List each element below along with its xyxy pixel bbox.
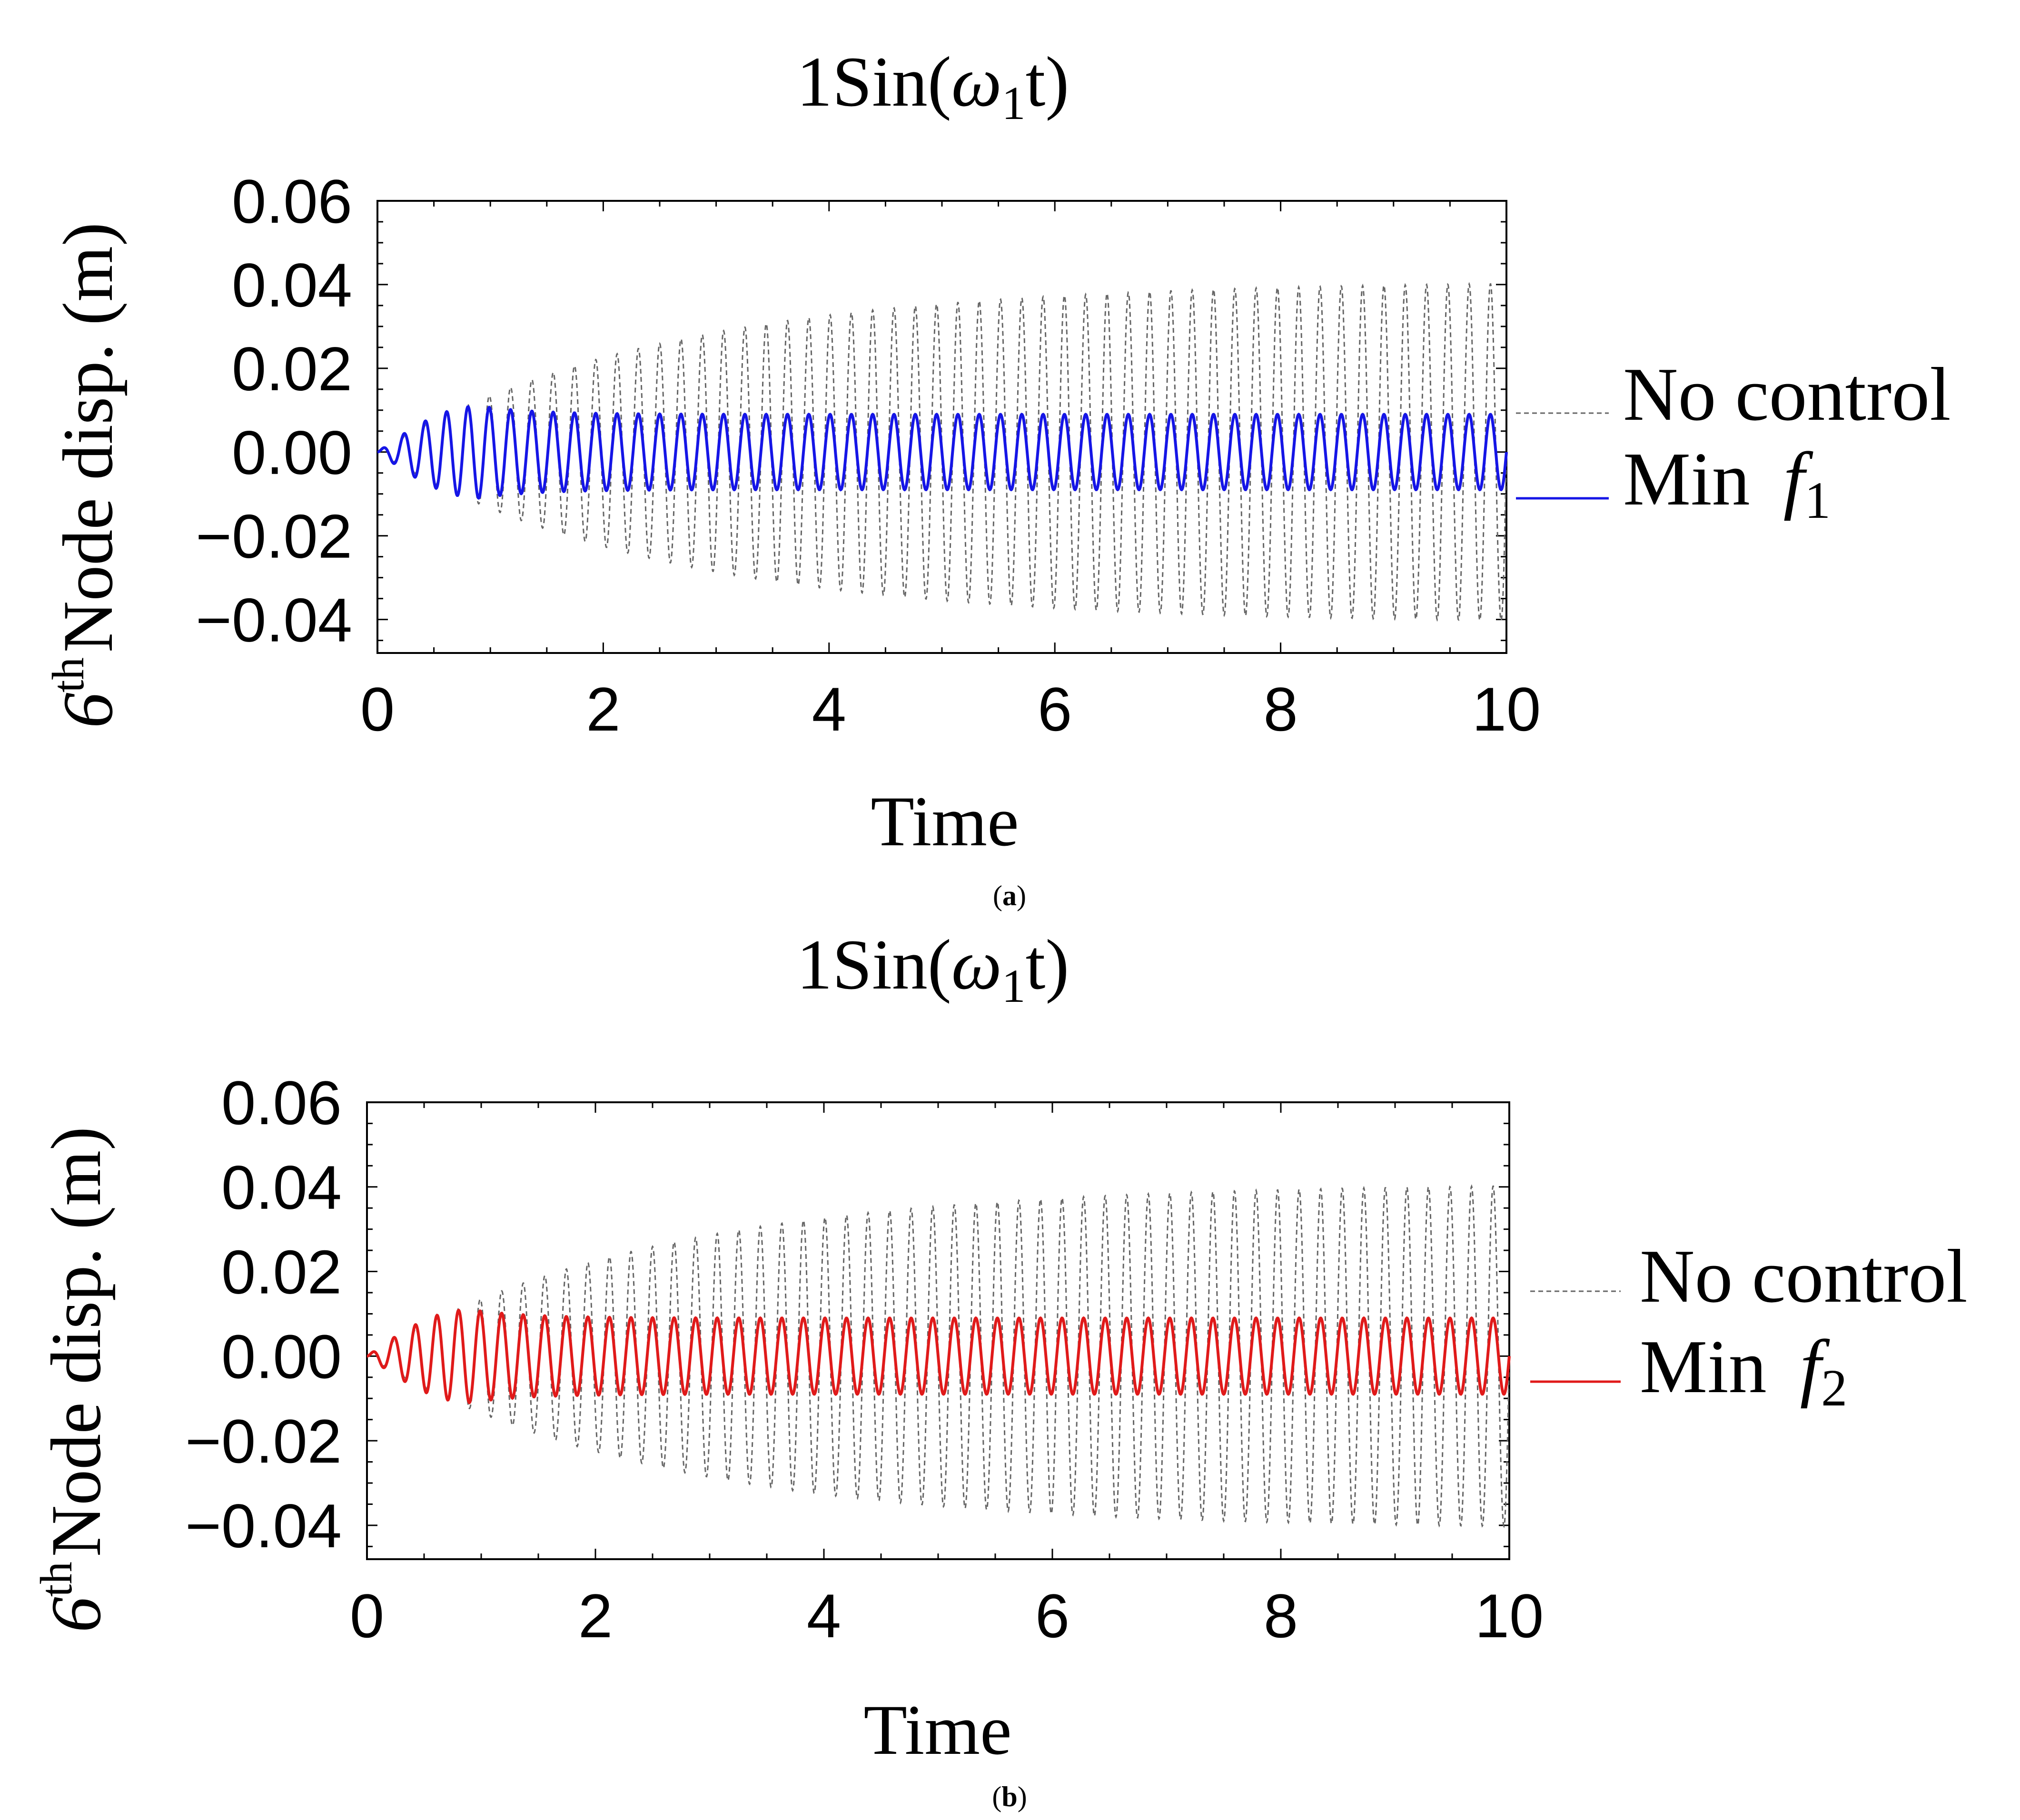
panel-caption-b: (b): [992, 1781, 1027, 1812]
x-tick-label: 4: [807, 1581, 841, 1651]
series-min-f2-b: [367, 1308, 1511, 1405]
x-tick-label: 10: [1472, 674, 1541, 744]
panel-a: 1Sin(ω1t) 0.06 0.04 0.02 0.00 −0.02 −0.04 0 2 4…: [43, 42, 1951, 911]
x-tick-labels-a: 0 2 4 6 8 10: [360, 674, 1541, 744]
y-tick-label: −0.04: [196, 585, 352, 655]
legend-a: No control Min f1: [1516, 352, 1951, 529]
x-axis-label-a: Time: [871, 782, 1019, 861]
x-tick-label: 2: [578, 1581, 613, 1651]
x-tick-label: 10: [1475, 1581, 1544, 1651]
x-tick-label: 6: [1038, 674, 1072, 744]
x-tick-label: 0: [360, 674, 395, 744]
x-axis-label-b: Time: [863, 1691, 1011, 1770]
series-min-f1-a: [377, 405, 1508, 500]
x-tick-label: 4: [812, 674, 846, 744]
y-tick-label: −0.04: [185, 1491, 342, 1561]
legend-label-min-f1-a: Min f1: [1623, 436, 1831, 529]
y-axis-label-a: 6thNode disp. (m): [43, 222, 128, 728]
y-tick-label: 0.00: [232, 418, 352, 487]
x-tick-label: 0: [350, 1581, 384, 1651]
y-tick-label: 0.02: [232, 334, 352, 404]
legend-label-min-f2-b: Min f2: [1640, 1324, 1847, 1417]
y-tick-label: 0.06: [221, 1068, 342, 1138]
series-group-b: [367, 1184, 1511, 1528]
panel-caption-a: (a): [993, 880, 1026, 911]
x-tick-label: 6: [1035, 1581, 1069, 1651]
legend-b: No control Min f2: [1530, 1234, 1968, 1417]
y-tick-label: 0.06: [232, 167, 352, 236]
chart-title-a: 1Sin(ω1t): [797, 42, 1069, 129]
chart-title-b: 1Sin(ω1t): [797, 925, 1069, 1012]
y-tick-labels-a: 0.06 0.04 0.02 0.00 −0.02 −0.04: [196, 167, 352, 655]
series-group-a: [377, 282, 1508, 623]
y-tick-label: 0.02: [221, 1237, 342, 1307]
legend-label-no-control-a: No control: [1623, 352, 1951, 436]
x-tick-label: 8: [1263, 674, 1297, 744]
y-tick-labels-b: 0.06 0.04 0.02 0.00 −0.02 −0.04: [185, 1068, 342, 1561]
axis-ticks-b: [366, 1101, 1510, 1559]
x-tick-labels-b: 0 2 4 6 8 10: [350, 1581, 1544, 1651]
y-axis-label-b: 6thNode disp. (m): [31, 1127, 116, 1632]
y-tick-label: 0.04: [221, 1153, 342, 1222]
y-tick-label: 0.00: [221, 1322, 342, 1391]
axis-ticks-a: [376, 200, 1507, 653]
y-tick-label: −0.02: [196, 502, 352, 571]
x-tick-label: 2: [586, 674, 620, 744]
y-tick-label: −0.02: [185, 1406, 342, 1476]
y-tick-label: 0.04: [232, 250, 352, 320]
legend-label-no-control-b: No control: [1640, 1234, 1968, 1318]
panel-b: 1Sin(ω1t) 0.06 0.04 0.02 0.00 −0.02 −0.04 0 2 4…: [31, 925, 1968, 1812]
x-tick-label: 8: [1264, 1581, 1298, 1651]
